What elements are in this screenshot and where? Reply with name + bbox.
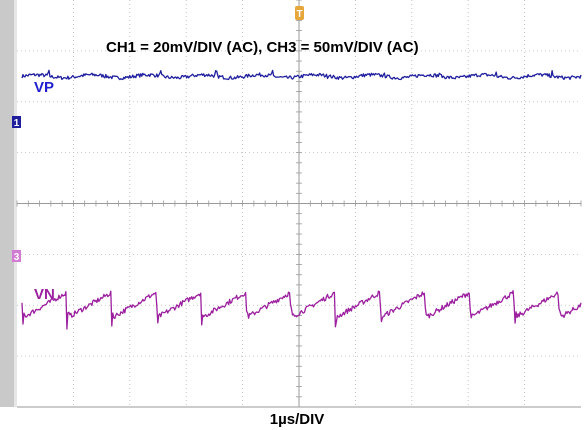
series-label-vn: VN (34, 286, 55, 303)
graticule (16, 0, 582, 408)
svg-text:T: T (296, 9, 302, 20)
series-label-vp: VP (34, 79, 54, 96)
channel-3-marker: 3 (12, 250, 21, 263)
left-bezel (0, 0, 14, 407)
trace-vp (21, 69, 582, 81)
svg-text:3: 3 (14, 252, 20, 263)
trigger-marker: T (295, 6, 304, 20)
chart-title: CH1 = 20mV/DIV (AC), CH3 = 50mV/DIV (AC) (106, 39, 419, 56)
channel-1-marker: 1 (12, 116, 21, 129)
traces (21, 69, 582, 330)
svg-text:1: 1 (14, 118, 20, 129)
x-axis-label: 1µs/DIV (270, 411, 325, 428)
trace-vn (21, 290, 582, 330)
